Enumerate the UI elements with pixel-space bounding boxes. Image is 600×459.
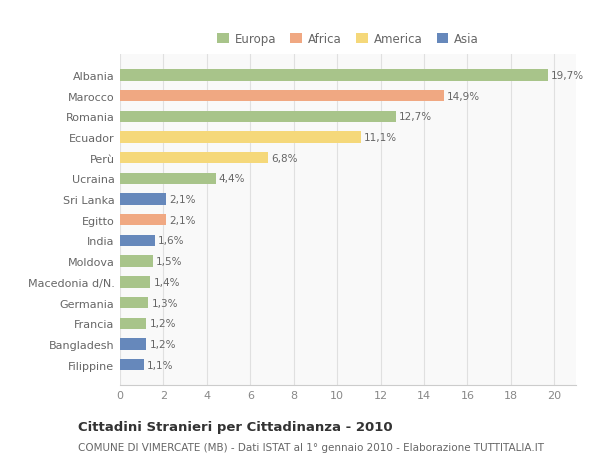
Bar <box>120 153 268 164</box>
Text: 1,2%: 1,2% <box>149 339 176 349</box>
Text: 4,4%: 4,4% <box>219 174 245 184</box>
Bar <box>120 339 146 350</box>
Bar <box>120 359 144 370</box>
Text: 1,1%: 1,1% <box>147 360 173 370</box>
Text: COMUNE DI VIMERCATE (MB) - Dati ISTAT al 1° gennaio 2010 - Elaborazione TUTTITAL: COMUNE DI VIMERCATE (MB) - Dati ISTAT al… <box>78 442 544 452</box>
Bar <box>120 70 548 81</box>
Text: 1,4%: 1,4% <box>154 277 180 287</box>
Bar <box>120 194 166 205</box>
Text: Cittadini Stranieri per Cittadinanza - 2010: Cittadini Stranieri per Cittadinanza - 2… <box>78 420 392 433</box>
Text: 2,1%: 2,1% <box>169 215 196 225</box>
Bar <box>120 256 152 267</box>
Bar <box>120 215 166 226</box>
Legend: Europa, Africa, America, Asia: Europa, Africa, America, Asia <box>217 33 479 46</box>
Bar <box>120 277 151 288</box>
Text: 19,7%: 19,7% <box>551 71 584 81</box>
Text: 14,9%: 14,9% <box>447 91 480 101</box>
Text: 2,1%: 2,1% <box>169 195 196 205</box>
Text: 1,5%: 1,5% <box>156 257 182 267</box>
Text: 1,2%: 1,2% <box>149 319 176 329</box>
Bar <box>120 235 155 246</box>
Text: 11,1%: 11,1% <box>364 133 397 143</box>
Bar <box>120 318 146 329</box>
Bar <box>120 91 443 102</box>
Text: 12,7%: 12,7% <box>399 112 432 122</box>
Bar <box>120 132 361 143</box>
Text: 6,8%: 6,8% <box>271 153 298 163</box>
Text: 1,6%: 1,6% <box>158 236 185 246</box>
Text: 1,3%: 1,3% <box>151 298 178 308</box>
Bar <box>120 112 396 123</box>
Bar <box>120 297 148 308</box>
Bar <box>120 174 215 185</box>
